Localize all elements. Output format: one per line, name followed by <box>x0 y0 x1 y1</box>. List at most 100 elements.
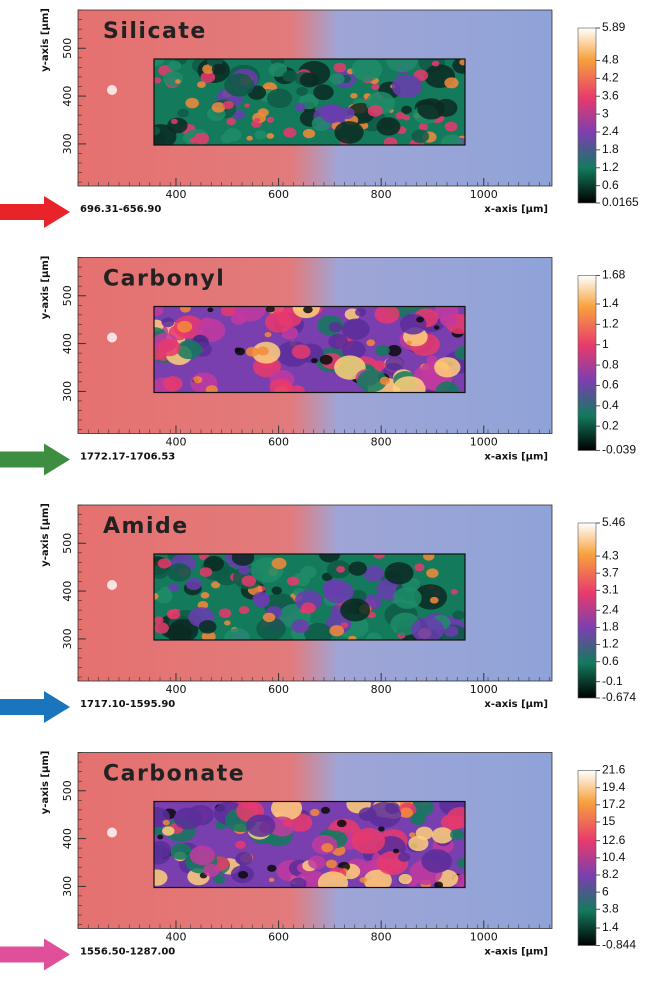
map-blob <box>199 567 213 577</box>
y-tick-label: 300 <box>61 628 74 649</box>
map-blob <box>271 557 287 570</box>
map-blob <box>302 128 316 139</box>
colorbar-label: 3 <box>602 106 609 120</box>
colorbar-label: 21.6 <box>602 763 626 777</box>
map-blob <box>303 306 313 314</box>
panel: 400 600 800 1000 300 400 500 y-axis [µm] x-axis … <box>0 751 636 971</box>
map-blob <box>200 591 210 599</box>
map-blob <box>291 344 311 359</box>
map-blob <box>193 376 203 384</box>
x-tick-label: 400 <box>165 188 186 201</box>
map-blob <box>416 316 424 323</box>
map-blob <box>313 84 334 101</box>
arrow <box>0 691 70 723</box>
map-blob <box>383 137 398 145</box>
colorbar-label: 1 <box>602 337 609 351</box>
map-blob <box>350 92 358 99</box>
map-blob <box>289 385 305 393</box>
map-blob <box>320 104 345 124</box>
map-blob <box>435 381 459 393</box>
map-blob <box>341 340 366 360</box>
map-blob <box>429 596 439 604</box>
map-blob <box>226 117 236 126</box>
image-spot <box>107 827 117 838</box>
map-blob <box>157 834 164 840</box>
map-blob <box>376 117 401 136</box>
map-blob <box>235 840 246 849</box>
arrow <box>0 443 70 476</box>
map-border <box>153 58 466 146</box>
x-tick-label: 600 <box>268 683 289 696</box>
arrow <box>0 938 70 971</box>
x-tick-label: 1000 <box>470 436 498 449</box>
map-blob <box>426 568 439 578</box>
map-blob <box>395 112 406 120</box>
map-blob <box>386 345 402 357</box>
y-tick-label: 300 <box>61 133 74 154</box>
x-tick-label: 800 <box>371 436 392 449</box>
map-blob <box>266 116 275 123</box>
map-blob <box>409 832 416 838</box>
map-blob <box>373 554 386 559</box>
map-blob <box>318 554 341 563</box>
map-blob <box>189 845 216 866</box>
map-blob <box>334 121 364 144</box>
map-blob <box>329 73 345 85</box>
map-blob <box>329 625 345 637</box>
colorbar-label: 6 <box>602 884 609 898</box>
map-blob <box>391 74 423 99</box>
x-tick-label: 600 <box>268 931 289 944</box>
colorbar-label: 15 <box>602 814 616 828</box>
arrow <box>0 196 70 228</box>
map-blob <box>154 59 165 67</box>
map-blob <box>294 102 306 112</box>
map-blob <box>170 843 192 860</box>
map-blob <box>230 312 247 325</box>
map-blob <box>231 554 255 566</box>
x-tick-label: 400 <box>165 436 186 449</box>
map-blob <box>408 835 429 852</box>
y-tick-label: 500 <box>61 533 74 554</box>
map-blob <box>317 871 349 888</box>
map-blob <box>264 331 272 338</box>
panel-title: Carbonate <box>103 762 245 787</box>
colorbar-label: 1.8 <box>602 620 619 634</box>
spectral-map <box>154 306 465 393</box>
map-blob <box>246 135 253 141</box>
map-blob <box>367 105 383 117</box>
plot-frame <box>77 504 553 682</box>
colorbar-label: 5.89 <box>602 20 626 34</box>
map-blob <box>157 558 172 569</box>
range-label: 696.31-656.90 <box>80 204 161 215</box>
map-blob <box>154 869 168 886</box>
map-blob <box>224 128 242 142</box>
colorbar-label: 4.2 <box>602 71 619 85</box>
map-blob <box>291 619 310 633</box>
map-blob <box>168 60 182 71</box>
map-blob <box>286 576 300 586</box>
map-blob <box>254 130 267 140</box>
map-blob <box>154 306 164 316</box>
y-tick-label: 300 <box>61 876 74 897</box>
map-blob <box>308 855 326 870</box>
map-blob <box>385 356 405 371</box>
map-blob <box>321 843 334 853</box>
map-border <box>153 800 466 889</box>
map-blob <box>180 306 191 313</box>
y-axis-label: y-axis [µm] <box>40 751 51 815</box>
y-tick-label: 500 <box>61 780 74 801</box>
map-blob <box>399 313 427 335</box>
map-blob <box>411 617 445 640</box>
range-label: 1717.10-1595.90 <box>80 699 175 710</box>
map-blob <box>398 873 412 885</box>
map-blob <box>363 565 385 582</box>
range-label: 1556.50-1287.00 <box>80 947 175 958</box>
map-blob <box>267 864 277 872</box>
plot-frame <box>77 257 553 434</box>
colorbar-label: 1.4 <box>602 296 619 310</box>
map-blob <box>304 622 333 640</box>
map-blob <box>359 877 367 883</box>
colorbar-label: 0.2 <box>602 418 619 432</box>
map-blob <box>320 806 331 814</box>
map-blob <box>459 59 465 66</box>
